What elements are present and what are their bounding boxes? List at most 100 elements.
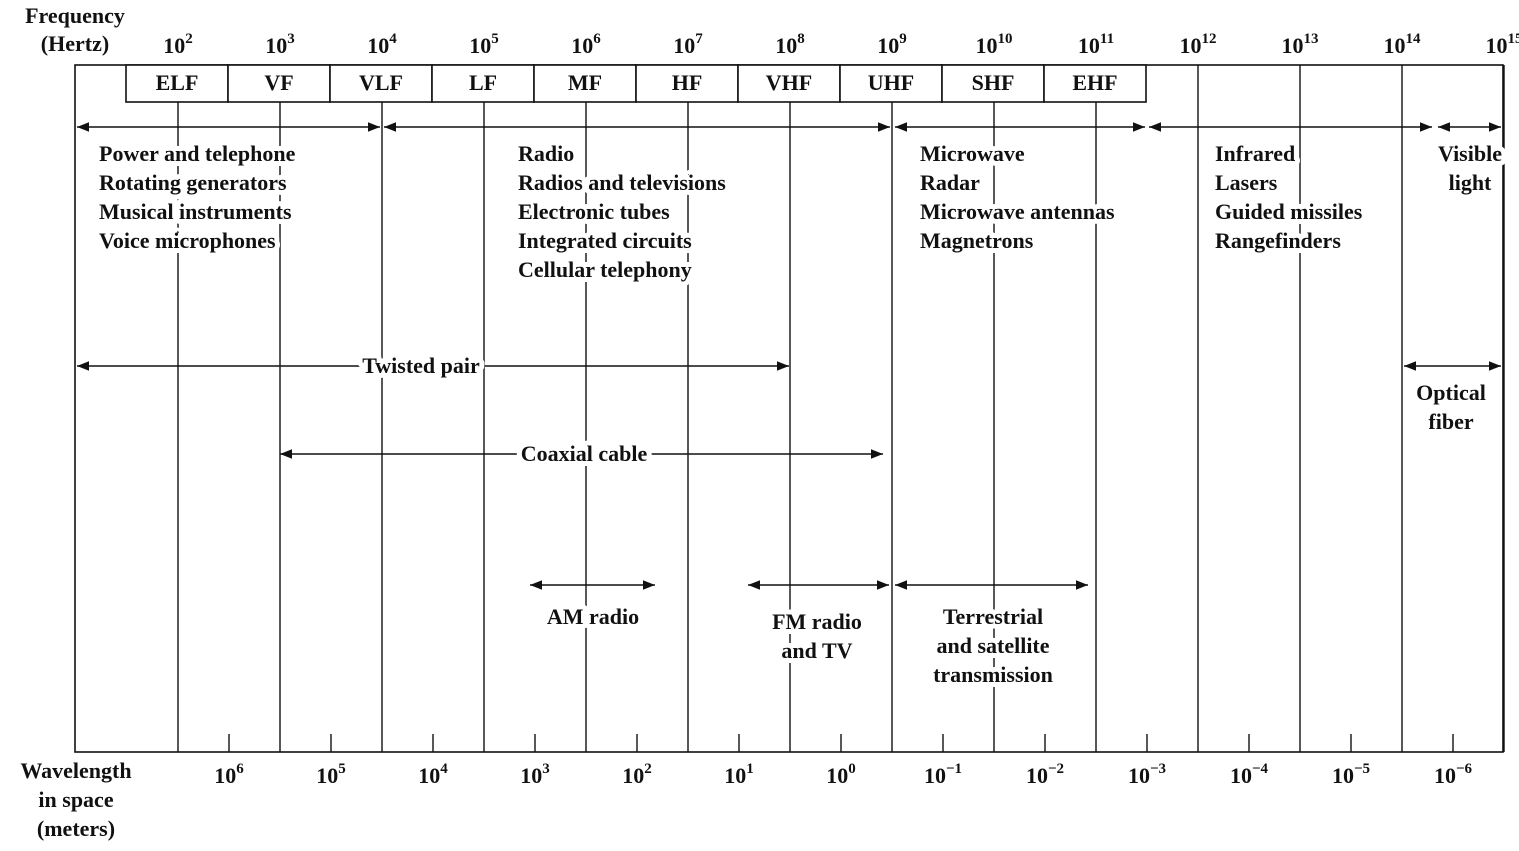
exponent: 11 [1100, 31, 1114, 47]
base: 10 [775, 33, 797, 58]
base: 10 [469, 33, 491, 58]
frequency-label: 108 [775, 31, 805, 58]
wavelength-label: 10−3 [1128, 761, 1166, 788]
frequency-label: 109 [877, 31, 907, 58]
frequency-label: 1015 [1486, 31, 1519, 58]
axis-label: (meters) [37, 816, 115, 841]
application-text: Rangefinders [1215, 228, 1341, 253]
frequency-label: 1013 [1282, 31, 1319, 58]
application-text: Infrared [1215, 141, 1295, 166]
wavelength-label: 10−6 [1434, 761, 1473, 788]
exponent: −6 [1456, 761, 1473, 777]
base: 10 [1078, 33, 1100, 58]
frequency-label: 1012 [1180, 31, 1217, 58]
wavelength-label: 100 [826, 761, 856, 788]
axis-label: (Hertz) [41, 31, 109, 56]
frequency-label: 103 [265, 31, 295, 58]
wavelength-label: 104 [418, 761, 448, 788]
base: 10 [877, 33, 899, 58]
wavelength-label: 101 [724, 761, 754, 788]
exponent: 3 [287, 31, 295, 47]
frequency-label: 104 [367, 31, 397, 58]
transmission-label: and satellite [936, 633, 1049, 658]
base: 10 [1384, 33, 1406, 58]
wavelength-label: 106 [214, 761, 244, 788]
application-text: Microwave [920, 141, 1025, 166]
application-text: Microwave antennas [920, 199, 1115, 224]
exponent: 3 [542, 761, 550, 777]
wavelength-label: 103 [520, 761, 550, 788]
application-text: Visible [1438, 141, 1502, 166]
application-text: Guided missiles [1215, 199, 1363, 224]
exponent: −1 [946, 761, 962, 777]
exponent: 7 [695, 31, 703, 47]
base: 10 [316, 763, 338, 788]
base: 10 [571, 33, 593, 58]
wavelength-label: 10−5 [1332, 761, 1370, 788]
application-text: Radar [920, 170, 980, 195]
exponent: 4 [389, 31, 397, 47]
transmission-label: Terrestrial [943, 604, 1043, 629]
wavelength-label: 102 [622, 761, 652, 788]
exponent: 13 [1304, 31, 1319, 47]
base: 10 [1486, 33, 1508, 58]
band-label: HF [672, 70, 703, 95]
application-text: Magnetrons [920, 228, 1034, 253]
band-label: LF [469, 70, 497, 95]
frequency-label: 1014 [1384, 31, 1422, 58]
base: 10 [622, 763, 644, 788]
band-label: ELF [156, 70, 199, 95]
wavelength-label: 10−1 [924, 761, 962, 788]
medium-label: Optical [1416, 380, 1486, 405]
application-text: Rotating generators [99, 170, 287, 195]
base: 10 [1434, 763, 1456, 788]
exponent: −2 [1048, 761, 1064, 777]
frequency-label: 105 [469, 31, 499, 58]
frequency-label: 102 [163, 31, 193, 58]
band-label: UHF [868, 70, 914, 95]
application-text: light [1449, 170, 1492, 195]
application-text: Electronic tubes [518, 199, 670, 224]
base: 10 [1230, 763, 1252, 788]
application-text: Voice microphones [99, 228, 276, 253]
exponent: 0 [848, 761, 856, 777]
base: 10 [520, 763, 542, 788]
transmission-label: and TV [781, 638, 852, 663]
exponent: 9 [899, 31, 907, 47]
band-label: SHF [972, 70, 1015, 95]
medium-label: fiber [1428, 409, 1473, 434]
frequency-label: 1011 [1078, 31, 1114, 58]
exponent: 8 [797, 31, 805, 47]
axis-label: in space [38, 787, 113, 812]
wavelength-label: 105 [316, 761, 346, 788]
axis-label: Frequency [25, 3, 125, 28]
base: 10 [163, 33, 185, 58]
exponent: 15 [1508, 31, 1519, 47]
exponent: 2 [185, 31, 193, 47]
exponent: 6 [236, 761, 244, 777]
base: 10 [214, 763, 236, 788]
band-label: VLF [359, 70, 403, 95]
application-text: Cellular telephony [518, 257, 692, 282]
application-text: Lasers [1215, 170, 1278, 195]
base: 10 [1026, 763, 1048, 788]
base: 10 [418, 763, 440, 788]
wavelength-label: 10−2 [1026, 761, 1064, 788]
base: 10 [724, 763, 746, 788]
application-text: Power and telephone [99, 141, 296, 166]
exponent: 5 [491, 31, 499, 47]
exponent: −3 [1150, 761, 1166, 777]
application-text: Radios and televisions [518, 170, 726, 195]
transmission-label: FM radio [772, 609, 862, 634]
exponent: 10 [998, 31, 1013, 47]
axis-label: Wavelength [20, 758, 131, 783]
exponent: 1 [746, 761, 754, 777]
base: 10 [265, 33, 287, 58]
application-text: Radio [518, 141, 574, 166]
band-label: VF [264, 70, 293, 95]
band-label: MF [568, 70, 602, 95]
base: 10 [826, 763, 848, 788]
frequency-label: 107 [673, 31, 703, 58]
base: 10 [924, 763, 946, 788]
